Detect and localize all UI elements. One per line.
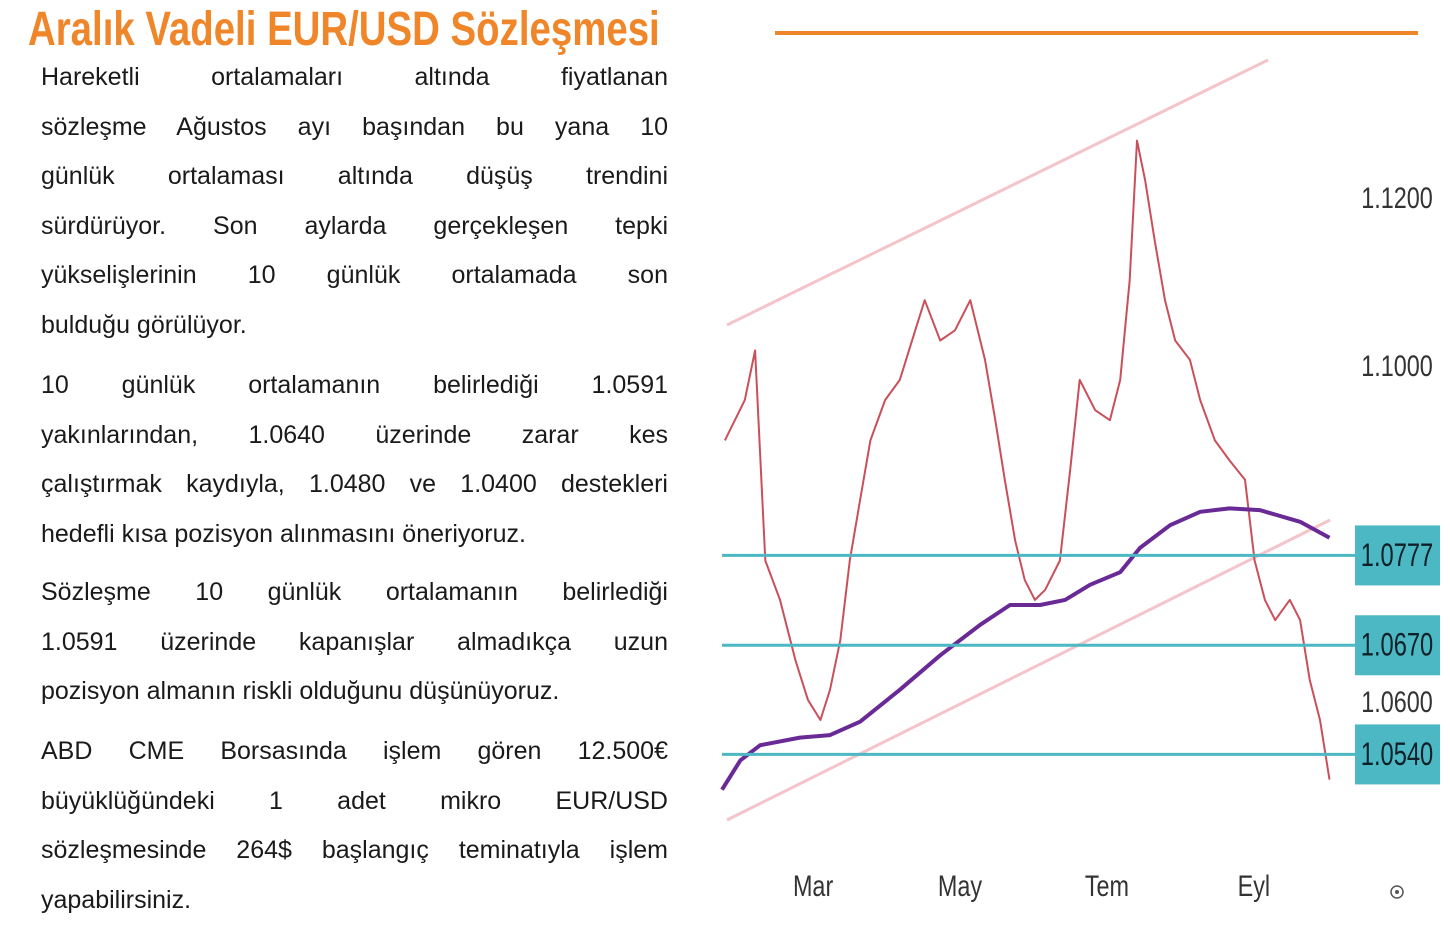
paragraph: Hareketli ortalamaları altında fiyatlana… [41,53,668,350]
title-rule [775,31,1418,35]
text-line: bulduğu görülüyor. [41,301,668,351]
x-tick-label: May [938,869,983,902]
text-line: çalıştırmak kaydıyla, 1.0480 ve 1.0400 d… [41,460,668,510]
text-line: sürdürüyor. Son aylarda gerçekleşen tepk… [41,202,668,252]
text-line: yakınlarından, 1.0640 üzerinde zarar kes [41,411,668,461]
text-line: Sözleşme 10 günlük ortalamanın belirledi… [41,568,668,618]
settings-icon-dot [1395,890,1399,894]
text-line: pozisyon almanın riskli olduğunu düşünüy… [41,667,668,717]
y-tick-label: 1.1000 [1361,349,1433,382]
channel-upper [727,60,1268,325]
level-label: 1.0540 [1361,736,1433,771]
series-line [722,508,1330,789]
text-line: Hareketli ortalamaları altında fiyatlana… [41,53,668,103]
text-line: yükselişlerinin 10 günlük ortalamada son [41,251,668,301]
text-line: yapabilirsiniz. [41,876,668,925]
text-line: büyüklüğündeki 1 adet mikro EUR/USD [41,777,668,827]
series-line [725,141,1330,780]
text-line: 1.0591 üzerinde kapanışlar almadıkça uzu… [41,618,668,668]
title: Aralık Vadeli EUR/USD Sözleşmesi [28,0,660,60]
x-tick-label: Mar [793,869,833,902]
y-tick-label: 1.1200 [1361,181,1433,214]
level-label: 1.0777 [1361,537,1433,572]
text-line: 10 günlük ortalamanın belirlediği 1.0591 [41,361,668,411]
channel-lower [727,520,1330,820]
paragraph: ABD CME Borsasında işlem gören 12.500€bü… [41,727,668,925]
level-label: 1.0670 [1361,627,1433,662]
paragraph: Sözleşme 10 günlük ortalamanın belirledi… [41,568,668,717]
paragraph: 10 günlük ortalamanın belirlediği 1.0591… [41,361,668,559]
text-line: sözleşmesinde 264$ başlangıç teminatıyla… [41,826,668,876]
x-tick-label: Eyl [1238,869,1270,902]
text-line: sözleşme Ağustos ayı başından bu yana 10 [41,103,668,153]
text-line: hedefli kısa pozisyon alınmasını öneriyo… [41,510,668,560]
text-line: günlük ortalaması altında düşüş trendini [41,152,668,202]
x-tick-label: Tem [1085,869,1129,902]
y-tick-label: 1.0600 [1361,685,1433,718]
text-line: ABD CME Borsasında işlem gören 12.500€ [41,727,668,777]
